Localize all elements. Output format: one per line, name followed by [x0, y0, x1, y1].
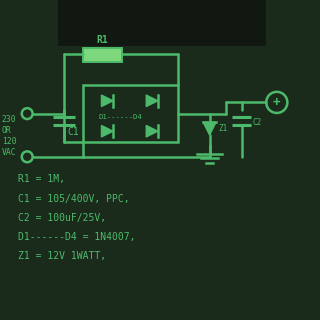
Text: D1------D4: D1------D4	[99, 114, 142, 120]
Text: Z1 = 12V 1WATT,: Z1 = 12V 1WATT,	[18, 251, 106, 261]
Text: C2: C2	[253, 118, 262, 127]
Polygon shape	[101, 125, 113, 137]
Bar	[58, 0, 266, 46]
Text: Z1: Z1	[219, 124, 228, 133]
Polygon shape	[146, 95, 158, 107]
Text: C1 = 105/400V, PPC,: C1 = 105/400V, PPC,	[18, 194, 129, 204]
Text: C2 = 100uF/25V,: C2 = 100uF/25V,	[18, 213, 106, 223]
Text: D1------D4 = 1N4007,: D1------D4 = 1N4007,	[18, 232, 135, 242]
Text: 230
OR
120
VAC: 230 OR 120 VAC	[2, 115, 16, 157]
Bar	[83, 48, 122, 62]
Bar	[83, 85, 178, 142]
Polygon shape	[101, 95, 113, 107]
Polygon shape	[146, 125, 158, 137]
Text: +: +	[273, 96, 281, 109]
Polygon shape	[203, 122, 216, 135]
Text: R1 = 1M,: R1 = 1M,	[18, 174, 65, 184]
Text: R1: R1	[97, 35, 108, 45]
Text: C1: C1	[67, 127, 79, 137]
